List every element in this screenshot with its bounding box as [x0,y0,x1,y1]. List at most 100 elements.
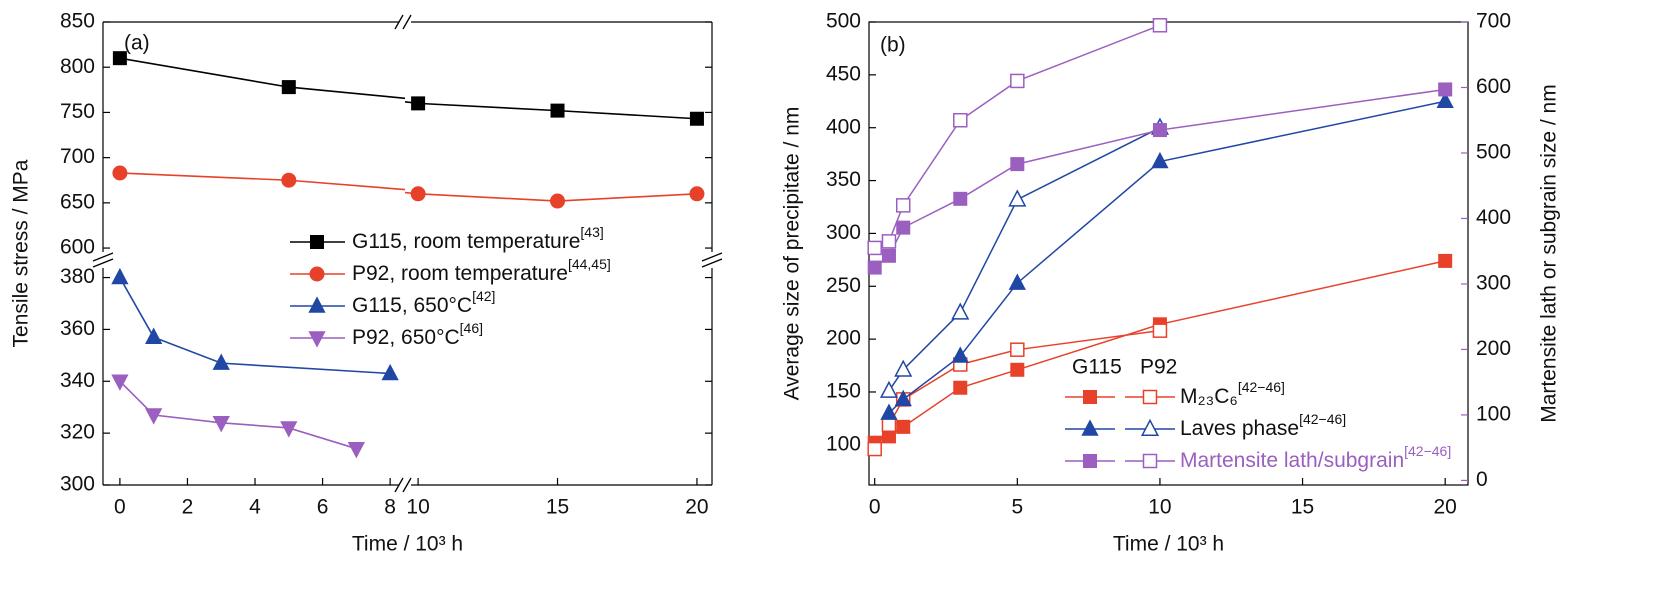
x-tick-label: 15 [546,496,569,519]
y2-tick-label: 400 [1476,206,1511,229]
y-tick-label: 800 [60,55,95,78]
marker [310,235,324,249]
legend-ref: [42−46] [1404,443,1451,459]
legend-name: P92, 650°C [352,326,460,349]
legend-name: P92, room temperature [352,262,568,285]
marker [1010,157,1025,172]
marker [347,441,365,459]
y-tick-label: 250 [826,274,861,297]
y-tick-label: 650 [60,190,95,213]
y2-tick-label: 0 [1476,468,1488,491]
marker [1081,419,1099,436]
marker [1142,389,1158,405]
y2-tick-label: 200 [1476,337,1511,360]
marker [1438,253,1453,268]
y-tick-label: 340 [60,369,95,392]
legend-header: G115 [1072,356,1122,379]
marker [212,353,230,370]
marker [550,103,565,118]
legend-name: M₂₃C₆ [1180,385,1238,408]
marker [894,389,912,407]
marker [689,111,704,126]
marker [308,331,326,348]
marker [550,193,566,209]
y-axis-label: Tensile stress / MPa [10,159,33,347]
marker [1010,342,1025,357]
x-axis-label: Time / 10³ h [352,533,463,556]
axis-line [701,252,723,262]
y-tick-label: 100 [826,432,861,455]
y-tick-label: 600 [60,236,95,259]
x-tick-label: 2 [182,496,194,519]
marker [1140,418,1160,436]
axis-line [402,477,412,493]
y2-tick-label: 300 [1476,271,1511,294]
y2-tick-label: 500 [1476,141,1511,164]
marker [1152,18,1168,33]
legend-name: G115, room temperature [352,230,580,253]
legend-label: G115, 650°C[42] [352,288,495,317]
axis-line [92,258,114,268]
y2-axis-label: Martensite lath or subgrain size / nm [1538,84,1561,422]
x-tick-label: 8 [384,496,396,519]
marker [410,186,426,202]
marker [896,220,911,235]
marker [881,248,896,263]
legend-label: M₂₃C₆[42−46] [1180,379,1285,408]
series-line [119,277,391,375]
x-tick-label: 10 [406,496,429,519]
y2-tick-label: 600 [1476,75,1511,98]
marker [951,346,969,363]
y-tick-label: 360 [60,317,95,340]
marker [896,419,911,434]
marker [281,80,296,95]
panel-label: (b) [880,34,906,57]
x-tick-label: 5 [1011,496,1023,519]
y-tick-label: 300 [826,221,861,244]
y-tick-label: 400 [826,115,861,138]
y2-tick-label: 700 [1476,10,1511,33]
marker [1436,91,1454,109]
legend-name: Martensite lath/subgrain [1180,449,1404,472]
y-tick-label: 500 [826,10,861,33]
marker [145,327,163,344]
marker [894,359,913,377]
legend-label: P92, room temperature[44,45] [352,256,611,285]
marker [1008,189,1027,207]
x-tick-label: 0 [869,496,881,519]
x-tick-label: 10 [1148,496,1171,519]
y-tick-label: 350 [826,168,861,191]
marker [212,416,230,433]
marker [1152,123,1167,138]
marker [867,260,882,275]
y-tick-label: 380 [60,265,95,288]
marker [308,296,326,313]
axis-line [402,14,412,30]
legend-ref: [43] [580,224,603,240]
y-tick-label: 750 [60,100,95,123]
marker [953,380,968,395]
marker [1151,151,1169,169]
marker [1083,390,1097,404]
marker [1008,273,1026,290]
y-tick-label: 200 [826,327,861,350]
marker [145,408,163,425]
x-tick-label: 15 [1291,496,1314,519]
legend-name: Laves phase [1180,417,1299,440]
marker [867,240,882,256]
marker [867,441,882,457]
series-line [119,57,697,120]
x-tick-label: 0 [114,496,126,519]
legend-header: P92 [1140,356,1177,379]
x-tick-label: 20 [1434,496,1457,519]
x-tick-label: 4 [249,496,261,519]
y-tick-label: 150 [826,380,861,403]
x-axis-label: Time / 10³ h [1113,533,1224,556]
panel-label: (a) [124,32,150,55]
marker [309,266,325,282]
axis-line [701,258,723,268]
axis-line [394,14,404,30]
marker [112,51,127,66]
y-tick-label: 850 [60,10,95,33]
